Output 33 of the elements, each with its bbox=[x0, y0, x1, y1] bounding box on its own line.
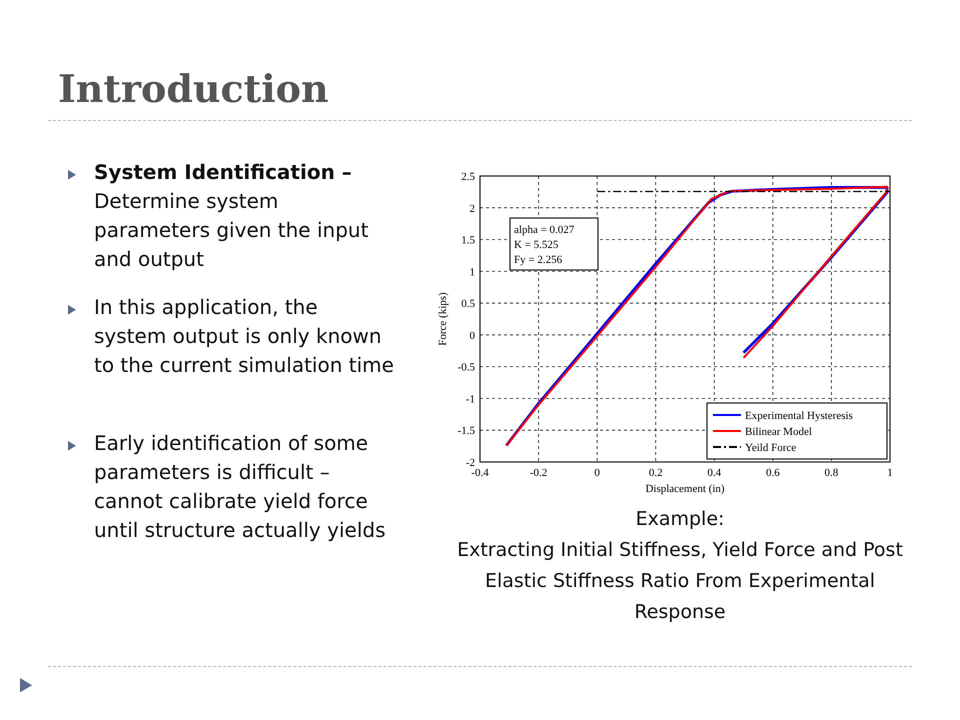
x-tick-label: 0.4 bbox=[707, 467, 722, 479]
x-tick-label: 0.8 bbox=[824, 467, 839, 479]
y-tick-label: 1.5 bbox=[461, 234, 476, 247]
x-tick-label: 0.2 bbox=[648, 467, 663, 479]
y-tick-label: 0 bbox=[470, 330, 476, 342]
y-tick-label: 0.5 bbox=[461, 298, 476, 310]
legend-label: Experimental Hysteresis bbox=[745, 410, 853, 422]
text: Early identification of some parameters is difficult – cannot calibrate yield force until structure actually yields bbox=[94, 430, 386, 544]
x-tick-label: -0.4 bbox=[471, 467, 490, 479]
text: Example: bbox=[634, 507, 726, 532]
text: Extracting Initial Stiffness, Yield Force and Post Elastic Stiffness Ratio From Experimental Response bbox=[456, 538, 904, 625]
y-tick-label: -1.5 bbox=[458, 425, 476, 438]
y-axis-title: Force (kips) bbox=[437, 292, 449, 346]
x-tick-label: 0.6 bbox=[766, 467, 780, 479]
text: Determine system parameters given the input and output bbox=[94, 189, 368, 271]
annotation: alpha = 0.027 bbox=[514, 224, 575, 236]
x-tick-label: -0.2 bbox=[530, 467, 548, 479]
annotation: Fy = 2.256 bbox=[514, 254, 563, 266]
text: In this application, the system output is only known to the current simulation time bbox=[94, 294, 394, 379]
x-tick-label: 1 bbox=[887, 467, 893, 479]
x-tick-label: 0 bbox=[594, 467, 600, 479]
annotation: K = 5.525 bbox=[514, 239, 559, 251]
y-tick-label: 1 bbox=[470, 266, 475, 278]
chart-title: Introduction bbox=[58, 66, 329, 111]
y-tick-label: 2 bbox=[470, 202, 475, 215]
y-tick-label: -1 bbox=[466, 393, 475, 406]
y-tick-label: -2 bbox=[466, 457, 475, 469]
y-tick-label: -0.5 bbox=[458, 362, 476, 374]
legend-label: Yeild Force bbox=[745, 442, 796, 454]
legend-label: Bilinear Model bbox=[745, 426, 812, 438]
y-tick-label: 2.5 bbox=[461, 171, 476, 183]
x-axis-title: Displacement (in) bbox=[645, 483, 725, 495]
text: System Identification – bbox=[94, 160, 352, 184]
